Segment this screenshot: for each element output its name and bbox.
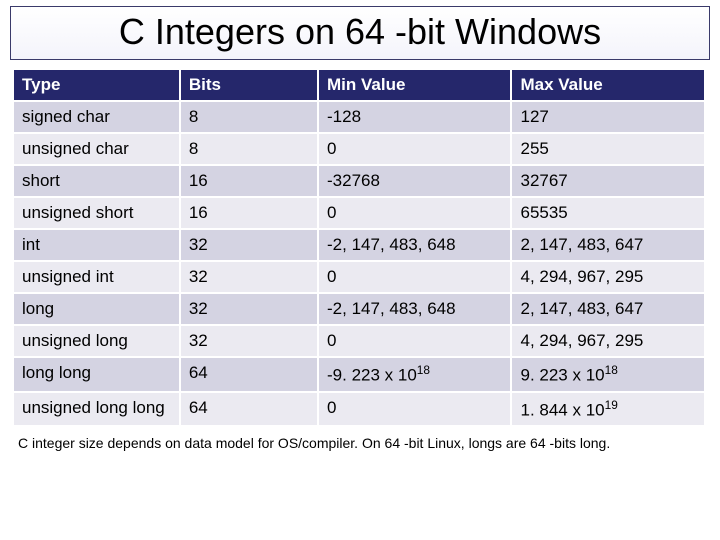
- cell-bits: 32: [180, 325, 318, 357]
- cell-max: 32767: [511, 165, 705, 197]
- table-row: int 32 -2, 147, 483, 648 2, 147, 483, 64…: [14, 229, 705, 261]
- table-row: short 16 -32768 32767: [14, 165, 705, 197]
- cell-bits: 8: [180, 133, 318, 165]
- cell-min: -128: [318, 101, 511, 133]
- cell-type: unsigned long: [14, 325, 180, 357]
- cell-type: short: [14, 165, 180, 197]
- table-row: unsigned int 32 0 4, 294, 967, 295: [14, 261, 705, 293]
- cell-min: -32768: [318, 165, 511, 197]
- cell-bits: 64: [180, 357, 318, 392]
- cell-max: 65535: [511, 197, 705, 229]
- cell-max: 9. 223 x 1018: [511, 357, 705, 392]
- slide: C Integers on 64 -bit Windows Type Bits …: [0, 6, 720, 540]
- cell-type: signed char: [14, 101, 180, 133]
- col-bits: Bits: [180, 70, 318, 101]
- cell-type: unsigned short: [14, 197, 180, 229]
- cell-type: unsigned long long: [14, 392, 180, 427]
- cell-min: 0: [318, 325, 511, 357]
- cell-max: 255: [511, 133, 705, 165]
- cell-min: 0: [318, 392, 511, 427]
- cell-max: 1. 844 x 1019: [511, 392, 705, 427]
- title-box: C Integers on 64 -bit Windows: [10, 6, 710, 60]
- cell-min: -9. 223 x 1018: [318, 357, 511, 392]
- cell-type: unsigned int: [14, 261, 180, 293]
- cell-min: -2, 147, 483, 648: [318, 293, 511, 325]
- cell-min: 0: [318, 133, 511, 165]
- col-min: Min Value: [318, 70, 511, 101]
- page-title: C Integers on 64 -bit Windows: [19, 11, 701, 53]
- cell-bits: 32: [180, 293, 318, 325]
- integer-table: Type Bits Min Value Max Value signed cha…: [14, 70, 706, 427]
- cell-bits: 16: [180, 197, 318, 229]
- cell-max: 4, 294, 967, 295: [511, 325, 705, 357]
- cell-max: 2, 147, 483, 647: [511, 293, 705, 325]
- table-row: unsigned long 32 0 4, 294, 967, 295: [14, 325, 705, 357]
- cell-max: 127: [511, 101, 705, 133]
- cell-max: 4, 294, 967, 295: [511, 261, 705, 293]
- table-row: signed char 8 -128 127: [14, 101, 705, 133]
- table-row: unsigned char 8 0 255: [14, 133, 705, 165]
- col-max: Max Value: [511, 70, 705, 101]
- cell-type: int: [14, 229, 180, 261]
- cell-type: long: [14, 293, 180, 325]
- table-row: unsigned long long 64 0 1. 844 x 1019: [14, 392, 705, 427]
- footnote: C integer size depends on data model for…: [18, 435, 702, 451]
- cell-min: -2, 147, 483, 648: [318, 229, 511, 261]
- cell-bits: 16: [180, 165, 318, 197]
- cell-bits: 64: [180, 392, 318, 427]
- col-type: Type: [14, 70, 180, 101]
- cell-bits: 8: [180, 101, 318, 133]
- table-header-row: Type Bits Min Value Max Value: [14, 70, 705, 101]
- table-row: long long 64 -9. 223 x 1018 9. 223 x 101…: [14, 357, 705, 392]
- table-row: unsigned short 16 0 65535: [14, 197, 705, 229]
- cell-max: 2, 147, 483, 647: [511, 229, 705, 261]
- cell-type: unsigned char: [14, 133, 180, 165]
- cell-type: long long: [14, 357, 180, 392]
- cell-min: 0: [318, 261, 511, 293]
- cell-min: 0: [318, 197, 511, 229]
- table-container: Type Bits Min Value Max Value signed cha…: [14, 70, 706, 427]
- cell-bits: 32: [180, 229, 318, 261]
- table-row: long 32 -2, 147, 483, 648 2, 147, 483, 6…: [14, 293, 705, 325]
- cell-bits: 32: [180, 261, 318, 293]
